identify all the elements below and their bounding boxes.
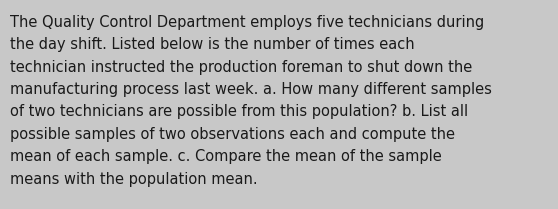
Text: The Quality Control Department employs five technicians during
the day shift. Li: The Quality Control Department employs f… [10,15,492,187]
